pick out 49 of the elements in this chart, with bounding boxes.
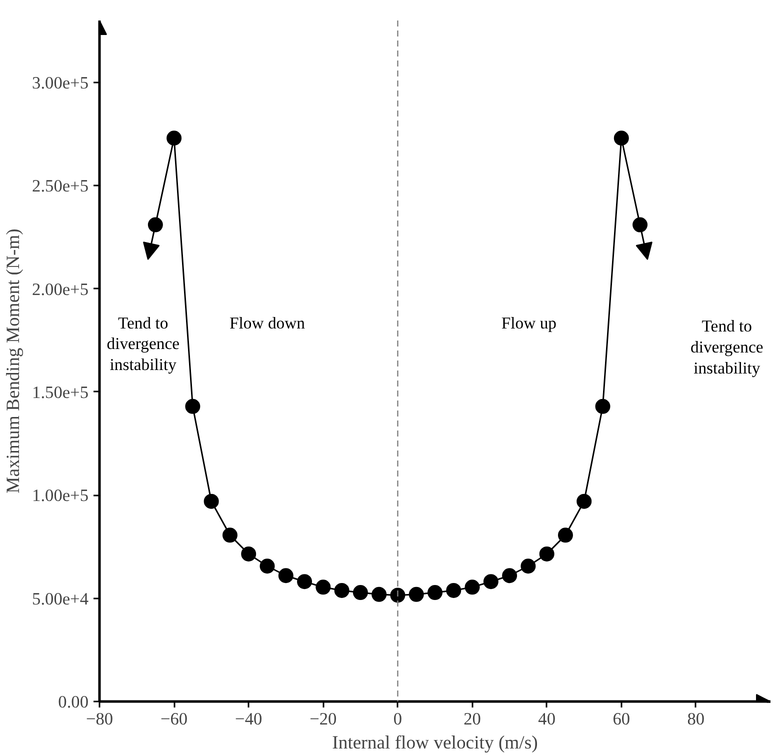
- point: [148, 217, 163, 232]
- y-tick-label: 1.00e+5: [32, 486, 88, 506]
- point: [166, 130, 182, 146]
- y-tick-label: 1.50e+5: [32, 382, 88, 402]
- x-tick-label: 60: [612, 710, 630, 728]
- point: [222, 528, 238, 543]
- point: [539, 546, 554, 562]
- y-tick-label: 2.50e+5: [32, 176, 88, 196]
- point: [390, 588, 406, 603]
- annotation: Flow down: [230, 313, 306, 332]
- annotation: Tend to divergence instability: [690, 316, 764, 378]
- point: [502, 568, 518, 584]
- x-tick-label: −40: [235, 710, 262, 728]
- point: [372, 586, 387, 602]
- point: [632, 217, 648, 232]
- x-tick-label: −80: [86, 710, 114, 728]
- y-tick-label: 3.00e+5: [32, 73, 88, 92]
- y-axis-title: Maximum Bending Moment (N-m): [3, 228, 24, 494]
- point: [352, 585, 368, 600]
- point: [204, 494, 219, 509]
- point: [576, 494, 592, 509]
- point: [185, 398, 200, 414]
- point: [241, 546, 256, 562]
- point: [278, 568, 294, 584]
- x-tick-label: −20: [310, 710, 337, 728]
- y-tick-label: 5.00e+4: [32, 589, 89, 608]
- x-tick-label: 0: [393, 710, 402, 728]
- x-tick-label: 80: [687, 710, 705, 728]
- point: [558, 528, 573, 543]
- point: [408, 586, 424, 602]
- y-tick-label: 2.00e+5: [32, 280, 88, 299]
- annotation: Flow up: [501, 313, 556, 332]
- y-tick-label: 0.00: [58, 692, 89, 712]
- point: [297, 574, 312, 590]
- x-tick-label: 40: [538, 710, 556, 728]
- point: [428, 585, 442, 600]
- point: [520, 558, 536, 574]
- point: [483, 574, 498, 590]
- annotation: Tend to divergence instability: [106, 313, 180, 374]
- point: [464, 580, 480, 595]
- x-tick-label: −60: [160, 710, 188, 728]
- point: [446, 582, 462, 598]
- x-axis-title: Internal flow velocity (m/s): [332, 732, 538, 754]
- point: [614, 130, 629, 146]
- point: [334, 582, 350, 598]
- point: [595, 398, 610, 414]
- point: [260, 558, 275, 574]
- point: [316, 580, 331, 595]
- x-tick-label: 20: [464, 710, 481, 728]
